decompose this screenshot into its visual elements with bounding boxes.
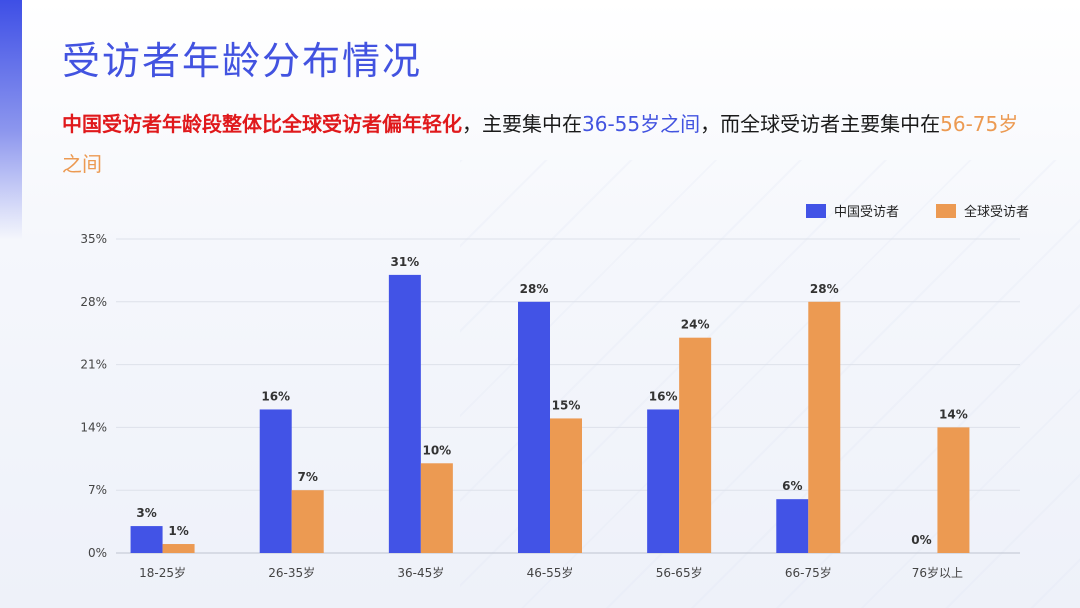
accent-bar [0, 0, 22, 240]
china-data-label: 0% [911, 533, 931, 547]
subtitle-highlight: 中国受访者年龄段整体比全球受访者偏年轻化 [62, 112, 462, 136]
china-bar [776, 499, 809, 553]
china-bar [647, 409, 680, 553]
china-data-label: 16% [261, 389, 290, 403]
y-tick-label: 14% [80, 420, 107, 434]
x-tick-label: 18-25岁 [139, 565, 186, 580]
subtitle-text-2: ，而全球受访者主要集中在 [700, 112, 941, 136]
global-bar [420, 463, 453, 553]
global-bar [291, 490, 324, 553]
global-data-label: 28% [810, 282, 839, 296]
x-tick-label: 66-75岁 [785, 565, 832, 580]
global-data-label: 1% [168, 524, 188, 538]
global-bar [808, 301, 841, 553]
china-legend-swatch [806, 204, 826, 218]
china-data-label: 6% [782, 479, 802, 493]
china-legend-label: 中国受访者 [834, 205, 899, 220]
global-bar [162, 544, 195, 553]
subtitle-text-1: ，主要集中在 [462, 112, 582, 136]
x-tick-label: 26-35岁 [268, 565, 315, 580]
page-subtitle: 中国受访者年龄段整体比全球受访者偏年轻化，主要集中在36-55岁之间，而全球受访… [62, 104, 1022, 184]
china-data-label: 3% [136, 506, 156, 520]
page-title: 受访者年龄分布情况 [62, 39, 423, 83]
global-data-label: 14% [939, 407, 968, 421]
x-tick-label: 76岁以上 [912, 565, 963, 580]
global-legend-label: 全球受访者 [964, 204, 1029, 220]
x-tick-label: 36-45岁 [397, 565, 444, 580]
global-data-label: 24% [681, 318, 710, 332]
y-tick-label: 0% [88, 546, 107, 560]
subtitle-china-range: 36-55岁之间 [582, 112, 701, 136]
global-data-label: 7% [298, 470, 318, 484]
china-bar [518, 301, 550, 553]
global-data-label: 15% [552, 398, 581, 412]
x-tick-label: 46-55岁 [527, 565, 574, 580]
global-bar [550, 418, 582, 553]
china-data-label: 28% [520, 282, 549, 296]
x-tick-label: 56-65岁 [656, 565, 703, 580]
y-tick-label: 7% [88, 483, 107, 497]
china-bar [259, 409, 292, 553]
global-bar [937, 427, 970, 553]
y-tick-label: 21% [80, 358, 107, 372]
global-data-label: 10% [422, 443, 451, 457]
china-data-label: 31% [390, 255, 419, 269]
global-bar [679, 337, 712, 553]
y-tick-label: 28% [80, 295, 107, 309]
subtitle-global-range: 56-75岁之间 [62, 112, 1019, 176]
china-bar [130, 526, 163, 553]
y-tick-label: 35% [80, 232, 107, 246]
china-data-label: 16% [649, 389, 678, 403]
global-legend-swatch [936, 204, 956, 218]
china-bar [388, 274, 421, 553]
